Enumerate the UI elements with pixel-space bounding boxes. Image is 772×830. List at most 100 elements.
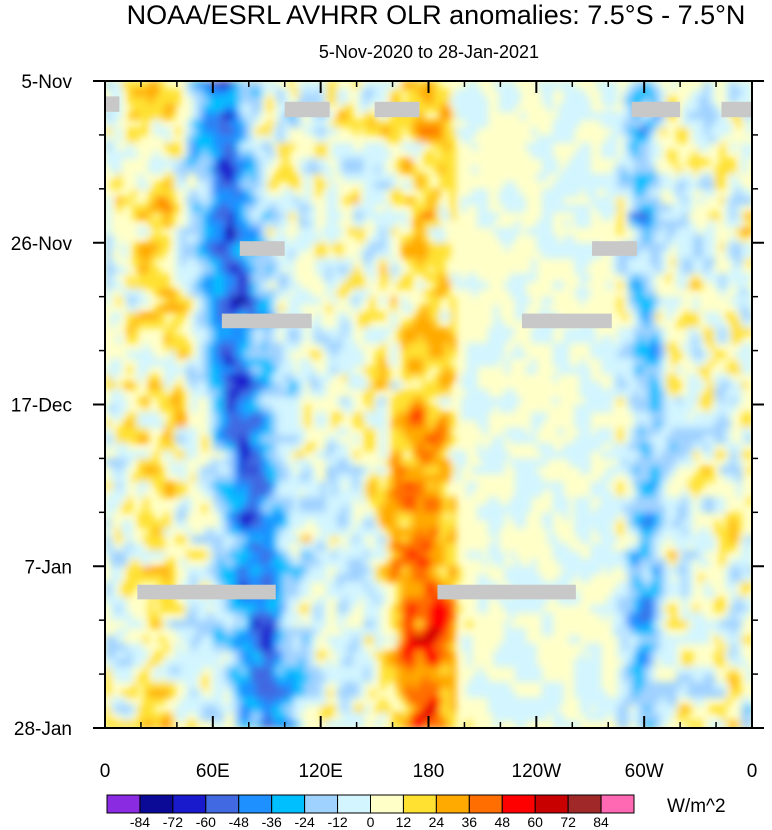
anomaly-cell [272, 335, 279, 344]
anomaly-cell [606, 88, 613, 98]
anomaly-cell [606, 435, 613, 444]
anomaly-cell [250, 373, 257, 382]
anomaly-cell [358, 350, 365, 359]
anomaly-cell [557, 358, 564, 367]
anomaly-cell [665, 173, 672, 182]
anomaly-cell [277, 527, 284, 537]
anomaly-cell [590, 196, 597, 205]
anomaly-cell [245, 104, 252, 113]
anomaly-cell [649, 504, 656, 513]
anomaly-cell [633, 127, 640, 136]
anomaly-cell [288, 396, 295, 406]
anomaly-cell [590, 342, 597, 352]
anomaly-cell [282, 211, 289, 221]
anomaly-cell [574, 96, 581, 105]
anomaly-cell [218, 242, 225, 252]
anomaly-cell [336, 412, 343, 421]
anomaly-cell [676, 265, 683, 275]
anomaly-cell [336, 111, 343, 121]
anomaly-cell [622, 165, 629, 175]
anomaly-cell [471, 119, 478, 128]
anomaly-cell [541, 304, 548, 313]
anomaly-cell [406, 389, 413, 398]
anomaly-cell [137, 258, 144, 267]
anomaly-cell [229, 543, 235, 552]
anomaly-cell [676, 219, 683, 228]
anomaly-cell [654, 342, 661, 352]
anomaly-cell [498, 104, 505, 113]
anomaly-cell [272, 404, 279, 413]
anomaly-cell [493, 342, 500, 352]
anomaly-cell [530, 358, 537, 367]
anomaly-cell [644, 427, 651, 436]
anomaly-cell [379, 211, 386, 221]
anomaly-cell [169, 358, 176, 367]
anomaly-cell [175, 450, 182, 460]
anomaly-cell [735, 204, 742, 213]
anomaly-cell [148, 219, 155, 228]
anomaly-cell [121, 250, 128, 259]
anomaly-cell [105, 504, 111, 513]
anomaly-cell [175, 396, 182, 406]
anomaly-cell [202, 327, 209, 336]
anomaly-cell [547, 227, 554, 236]
anomaly-cell [363, 327, 370, 336]
anomaly-cell [692, 389, 699, 398]
anomaly-cell [164, 327, 171, 336]
anomaly-cell [450, 450, 457, 460]
anomaly-cell [584, 435, 591, 444]
anomaly-cell [595, 196, 602, 205]
anomaly-cell [229, 296, 235, 305]
anomaly-cell [396, 88, 403, 98]
anomaly-cell [423, 350, 430, 359]
anomaly-cell [282, 281, 289, 290]
anomaly-cell [175, 142, 182, 151]
anomaly-cell [353, 281, 360, 290]
anomaly-cell [374, 543, 381, 552]
anomaly-cell [266, 535, 273, 544]
anomaly-cell [229, 342, 235, 352]
anomaly-cell [255, 520, 262, 529]
anomaly-cell [741, 150, 748, 159]
anomaly-cell [272, 458, 279, 467]
anomaly-cell [644, 319, 651, 329]
anomaly-cell [277, 258, 284, 267]
anomaly-cell [412, 427, 419, 436]
anomaly-cell [212, 165, 219, 175]
anomaly-cell [633, 173, 640, 182]
anomaly-cell [638, 127, 645, 136]
anomaly-cell [105, 443, 111, 452]
anomaly-cell [223, 165, 230, 175]
anomaly-cell [509, 273, 516, 282]
anomaly-cell [681, 342, 688, 352]
anomaly-cell [638, 373, 645, 382]
anomaly-cell [617, 520, 624, 529]
anomaly-cell [137, 211, 144, 221]
anomaly-cell [725, 412, 732, 421]
anomaly-cell [239, 142, 246, 151]
anomaly-cell [229, 365, 235, 375]
anomaly-cell [288, 296, 295, 305]
anomaly-cell [363, 319, 370, 329]
anomaly-cell [245, 543, 252, 552]
anomaly-cell [299, 235, 306, 244]
anomaly-cell [698, 242, 705, 252]
anomaly-cell [374, 335, 381, 344]
anomaly-cell [207, 335, 214, 344]
anomaly-cell [282, 527, 289, 537]
anomaly-cell [261, 504, 268, 513]
anomaly-cell [660, 404, 667, 413]
anomaly-cell [676, 242, 683, 252]
anomaly-cell [185, 158, 192, 167]
anomaly-cell [401, 373, 408, 382]
anomaly-cell [477, 104, 484, 113]
anomaly-cell [369, 335, 376, 344]
anomaly-cell [126, 350, 133, 359]
anomaly-cell [649, 242, 656, 252]
anomaly-cell [358, 527, 365, 537]
anomaly-cell [741, 196, 748, 205]
anomaly-cell [396, 550, 403, 560]
anomaly-cell [703, 473, 710, 483]
anomaly-cell [644, 165, 651, 175]
anomaly-cell [654, 350, 661, 359]
